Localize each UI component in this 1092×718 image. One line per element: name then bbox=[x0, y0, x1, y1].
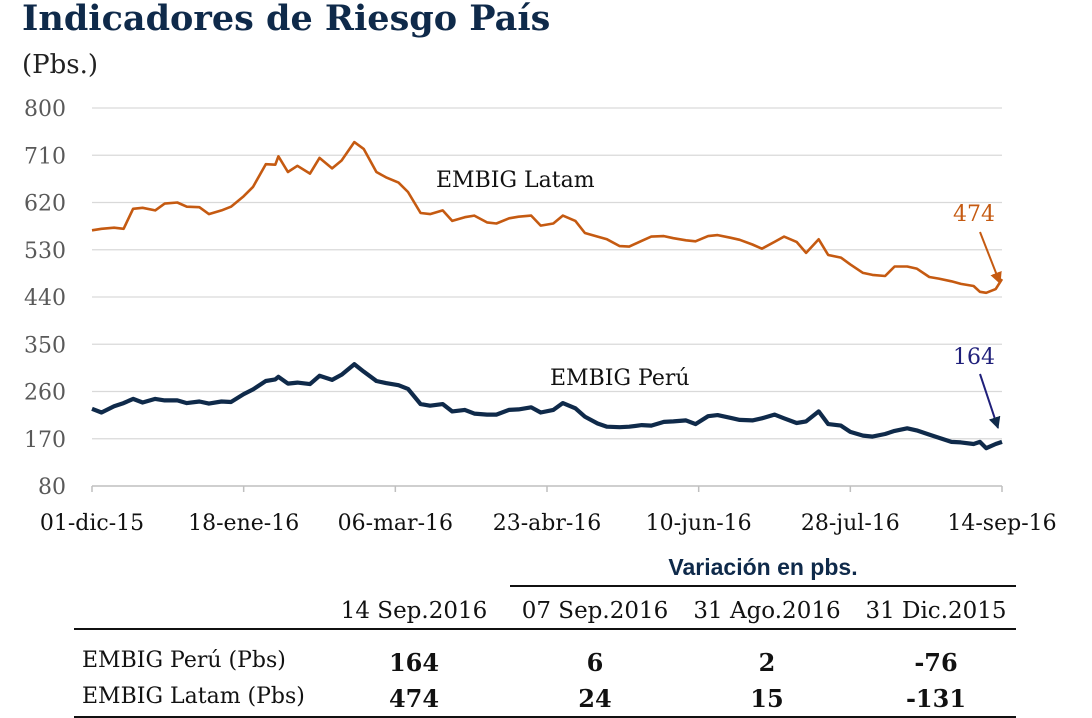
x-tick-label: 06-mar-16 bbox=[338, 511, 453, 536]
table-cell: 24 bbox=[578, 684, 612, 713]
chart-unit-label: (Pbs.) bbox=[22, 50, 99, 80]
x-axis-ticks: 01-dic-15 18-ene-16 06-mar-16 23-abr-16 10-j… bbox=[40, 486, 1057, 536]
y-tick-label: 800 bbox=[24, 97, 66, 122]
series-label-latam: EMBIG Latam bbox=[436, 168, 595, 193]
y-axis-ticks: 80 170 260 350 440 530 620 710 800 bbox=[24, 97, 66, 500]
table-cell: 164 bbox=[388, 648, 440, 677]
series-line bbox=[91, 362, 1003, 451]
x-tick-label: 14-sep-16 bbox=[947, 511, 1056, 536]
x-tick-label: 18-ene-16 bbox=[188, 511, 299, 536]
series-line bbox=[91, 140, 1004, 295]
table-cell: 6 bbox=[586, 648, 604, 677]
column-header: 07 Sep.2016 bbox=[521, 598, 669, 624]
x-tick-label: 10-jun-16 bbox=[646, 511, 752, 536]
group-header-rule bbox=[510, 585, 1016, 587]
x-tick-label: 01-dic-15 bbox=[40, 511, 144, 536]
table-cell: 474 bbox=[388, 684, 440, 713]
table-group-header: Variación en pbs. bbox=[668, 554, 858, 580]
gridlines bbox=[92, 107, 1002, 440]
end-label-latam: 474 bbox=[953, 202, 995, 227]
table-row-label-latam: EMBIG Latam (Pbs) bbox=[82, 684, 305, 709]
series-labels: EMBIG Latam EMBIG Perú 474 164 bbox=[436, 168, 1002, 430]
column-header: 31 Ago.2016 bbox=[693, 598, 841, 624]
table-cell: -131 bbox=[905, 684, 967, 713]
y-tick-label: 530 bbox=[24, 239, 66, 264]
end-label-peru: 164 bbox=[953, 345, 995, 370]
end-label-arrow-latam bbox=[979, 231, 1002, 285]
y-tick-label: 350 bbox=[24, 333, 66, 358]
series-label-peru: EMBIG Perú bbox=[550, 366, 690, 391]
column-header: 31 Dic.2015 bbox=[865, 598, 1007, 624]
table-cell: 15 bbox=[750, 684, 784, 713]
variation-table: Variación en pbs. 14 Sep.2016 07 Sep.201… bbox=[72, 552, 1020, 718]
chart-title: Indicadores de Riesgo País bbox=[22, 0, 551, 39]
y-tick-label: 260 bbox=[24, 381, 66, 406]
table-row-label-peru: EMBIG Perú (Pbs) bbox=[82, 648, 286, 673]
x-tick-label: 28-jul-16 bbox=[801, 511, 900, 536]
y-tick-label: 620 bbox=[24, 192, 66, 217]
line-chart: 80 170 260 350 440 530 620 710 800 01-dic-15 18-e… bbox=[24, 97, 1057, 536]
y-tick-label: 170 bbox=[24, 428, 66, 453]
end-label-arrow-peru bbox=[979, 373, 1001, 430]
table-cell: 2 bbox=[758, 648, 776, 677]
y-tick-label: 80 bbox=[38, 475, 66, 500]
y-tick-label: 710 bbox=[24, 144, 66, 169]
x-tick-label: 23-abr-16 bbox=[493, 511, 602, 536]
series-group bbox=[91, 140, 1004, 451]
y-tick-label: 440 bbox=[24, 286, 66, 311]
column-header: 14 Sep.2016 bbox=[340, 598, 488, 624]
header-rule bbox=[74, 628, 1016, 630]
table-cell: -76 bbox=[914, 648, 958, 677]
table-bottom-rule bbox=[74, 716, 1016, 718]
